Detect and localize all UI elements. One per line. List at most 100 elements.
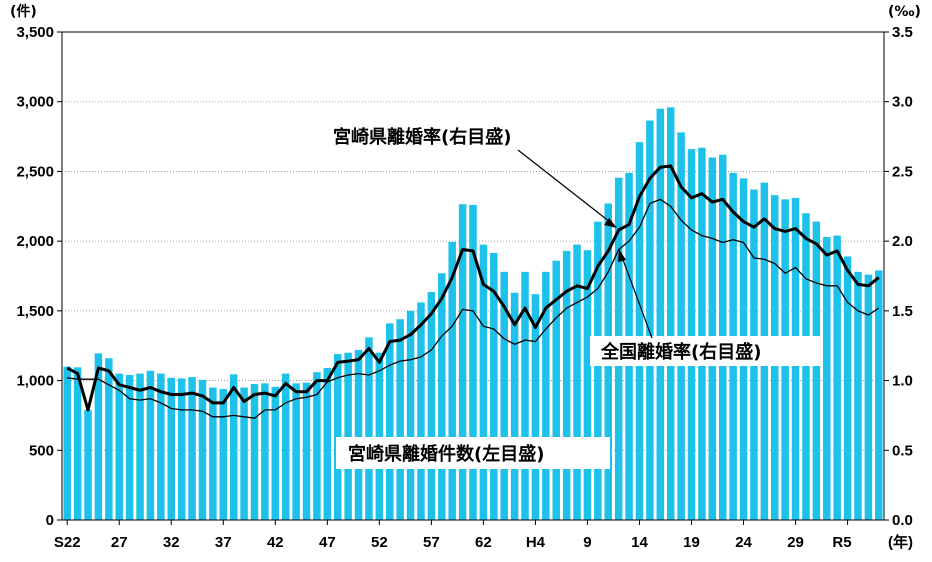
left-axis-tick-label: 3,500 xyxy=(16,24,54,41)
bar xyxy=(386,323,394,520)
miyazaki-rate-line xyxy=(66,164,880,412)
left-axis-tick-label: 3,000 xyxy=(16,94,54,111)
bar xyxy=(594,221,602,520)
x-axis-tick-label: 19 xyxy=(683,534,700,551)
line-series xyxy=(66,164,880,419)
x-axis-tick-label: S22 xyxy=(54,534,81,551)
x-axis-tick-label: R5 xyxy=(832,534,851,551)
bar xyxy=(843,256,852,520)
x-axis-tick-label: 14 xyxy=(631,534,648,551)
x-axis-tick-label: 27 xyxy=(111,534,128,551)
bar xyxy=(500,271,508,520)
bar xyxy=(250,384,259,520)
bar xyxy=(146,370,155,520)
x-axis-tick-label: H4 xyxy=(526,534,546,551)
bar xyxy=(635,142,644,521)
x-axis-tick-label: 42 xyxy=(267,534,284,551)
bar xyxy=(646,120,654,520)
national-rate-line xyxy=(67,198,880,419)
bar xyxy=(542,271,550,520)
bar xyxy=(177,378,186,520)
bar xyxy=(354,349,363,520)
x-axis-tick-label: 24 xyxy=(735,534,752,551)
bar xyxy=(188,377,196,520)
bar xyxy=(469,204,477,521)
count-annotation-box xyxy=(336,437,610,469)
bar xyxy=(698,147,706,520)
bar xyxy=(229,374,238,520)
national-rate-annotation-box xyxy=(590,336,820,366)
x-axis-tick-label: 29 xyxy=(787,534,804,551)
x-axis-unit: (年) xyxy=(888,533,913,551)
x-axis-tick-label: 32 xyxy=(163,534,180,551)
bar xyxy=(313,372,321,520)
bar xyxy=(854,271,862,520)
left-axis-tick-label: 0 xyxy=(46,512,54,529)
right-axis-tick-label: 3.5 xyxy=(892,24,913,41)
right-axis-tick-label: 1.0 xyxy=(892,373,913,390)
bar xyxy=(323,368,332,520)
left-axis-tick-label: 2,500 xyxy=(16,163,54,180)
miyazaki-rate-arrowhead xyxy=(604,218,617,228)
left-axis-tick-label: 1,500 xyxy=(16,303,54,320)
bar xyxy=(396,319,404,520)
x-axis-tick-label: 57 xyxy=(423,534,440,551)
annotation-national-rate: 全国離婚率(右目盛) xyxy=(600,341,761,363)
right-axis-tick-label: 0.5 xyxy=(892,442,913,459)
right-axis-tick-label: 2.5 xyxy=(892,163,913,180)
bar xyxy=(63,366,71,520)
right-axis-tick-label: 3.0 xyxy=(892,94,913,111)
bar xyxy=(666,107,675,520)
bar xyxy=(240,387,248,520)
bar xyxy=(448,241,456,520)
bar xyxy=(105,358,113,520)
left-axis-tick-label: 2,000 xyxy=(16,233,54,250)
bar xyxy=(687,149,696,520)
bar xyxy=(510,292,519,520)
left-axis-tick-label: 500 xyxy=(29,442,54,459)
bar xyxy=(219,388,228,520)
bar xyxy=(125,374,134,520)
national-rate-leader-line xyxy=(621,256,653,339)
plot-frame xyxy=(61,31,885,521)
right-axis-tick-label: 0.0 xyxy=(892,512,913,529)
bar xyxy=(209,387,217,520)
miyazaki-rate-leader-line xyxy=(517,149,611,223)
bar xyxy=(438,273,446,520)
bar xyxy=(833,235,841,520)
bar xyxy=(94,353,103,520)
bar xyxy=(157,373,165,520)
bar xyxy=(490,252,498,520)
axes: 0 0.0 500 0.5 1,000 1.0 1,500 1.5 2,000 2.0 2,500 2… xyxy=(16,24,912,551)
bar xyxy=(302,382,311,520)
bar xyxy=(73,367,82,520)
right-axis-tick-label: 2.0 xyxy=(892,233,913,250)
x-axis-tick-label: 37 xyxy=(215,534,232,551)
bar xyxy=(292,383,300,520)
annotation-miyazaki-rate: 宮崎県離婚率(右目盛) xyxy=(333,126,511,148)
bar xyxy=(136,373,144,520)
bar xyxy=(198,379,207,520)
bar xyxy=(344,352,352,520)
miyazaki-rate-annotation-box xyxy=(322,121,554,151)
bar xyxy=(458,204,467,521)
bar xyxy=(375,352,384,520)
bar xyxy=(115,373,123,520)
bar xyxy=(84,409,92,520)
bar xyxy=(261,383,269,520)
left-axis-unit: (件) xyxy=(10,3,37,20)
bar xyxy=(656,108,665,520)
bar xyxy=(427,292,436,520)
bar xyxy=(677,132,685,521)
bar xyxy=(271,386,280,520)
bar xyxy=(823,236,831,520)
bar xyxy=(552,260,560,520)
bar xyxy=(875,270,883,520)
bar xyxy=(521,271,529,520)
bar xyxy=(365,337,373,520)
bar xyxy=(562,250,571,520)
bar xyxy=(802,213,810,520)
bar xyxy=(573,244,581,520)
bar xyxy=(167,377,175,520)
x-axis-tick-label: 47 xyxy=(319,534,336,551)
